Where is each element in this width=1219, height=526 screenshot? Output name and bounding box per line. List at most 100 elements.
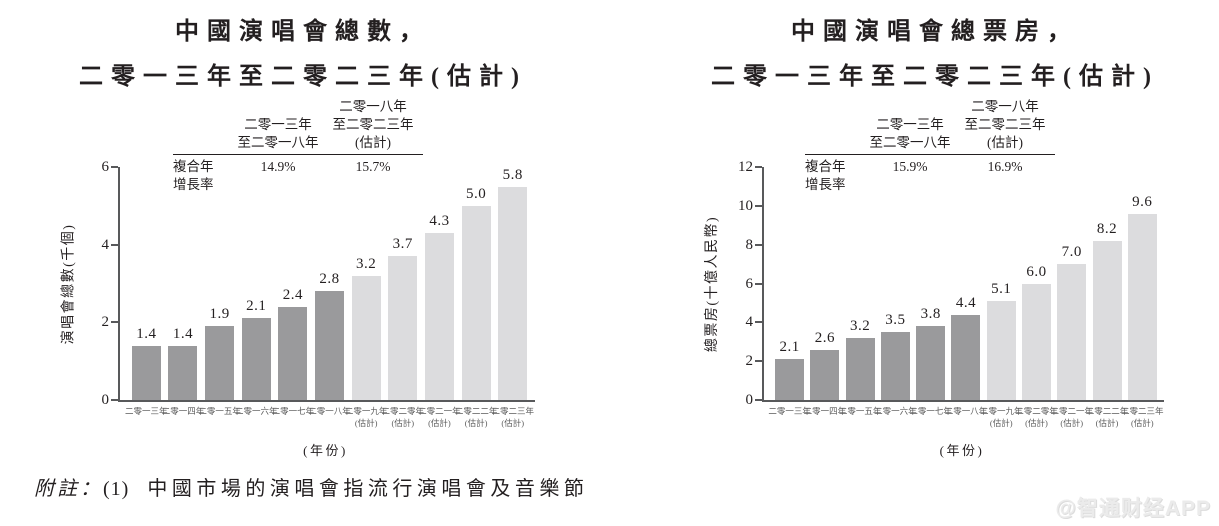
bar-slot: 4.4 二零一八年	[945, 167, 988, 416]
cagr-period1-header-line1: 二零一三年	[244, 117, 312, 132]
y-tick-label: 4	[745, 314, 754, 331]
bar-slot: 5.1 二零一九年 (估計)	[980, 167, 1023, 428]
bar-slot: 2.1 二零一六年	[235, 167, 278, 416]
cagr-table: 二零一三年 至二零一八年 二零一八年 至二零二三年 (估計) 複合年 增長率 1…	[173, 98, 423, 194]
y-tick-mark	[111, 399, 118, 401]
cagr-row-label-line2: 增長率	[805, 177, 846, 192]
bar-actual	[315, 291, 345, 400]
x-tick-label: 二零二一年 (估計)	[1050, 406, 1094, 428]
cagr-period1-header-line2: 至二零一八年	[237, 135, 319, 150]
x-tick-label: 二零二三年 (估計)	[491, 406, 534, 428]
bar-slot: 9.6 二零二三年 (估計)	[1121, 167, 1164, 428]
bar-actual	[845, 337, 875, 400]
bar-value-label: 4.3	[429, 213, 450, 230]
bar-estimate	[986, 300, 1016, 400]
x-axis-title: (年份)	[939, 443, 985, 458]
bar-slot: 2.1 二零一三年	[768, 167, 811, 416]
y-tick-label: 12	[738, 159, 753, 175]
cagr-period2-header: 二零一八年 至二零二三年 (估計)	[955, 98, 1055, 152]
cagr-period1-header-line2: 至二零一八年	[869, 135, 951, 150]
bar-estimate	[1021, 283, 1051, 400]
cagr-period2-header: 二零一八年 至二零二三年 (估計)	[323, 98, 423, 152]
bar-slot: 1.4 二零一四年	[162, 167, 205, 416]
y-tick-label: 8	[745, 236, 754, 253]
bar-slot: 3.5 二零一六年	[874, 167, 917, 416]
x-tick-label: 二零一九年 (估計)	[979, 406, 1023, 428]
bar-actual	[880, 332, 910, 400]
y-tick-label: 0	[101, 392, 110, 408]
bar-slot: 1.9 二零一五年	[198, 167, 241, 416]
x-tick-label: 二零一八年	[944, 406, 988, 416]
bar-value-label: 8.2	[1096, 220, 1118, 237]
cagr-period1-header-line1: 二零一三年	[876, 117, 944, 132]
y-tick-label: 2	[745, 353, 754, 370]
x-tick-label: 二零一九年 (估計)	[344, 406, 388, 428]
y-axis-title: 總票房(十億人民幣)	[700, 167, 722, 400]
y-axis-title: 演唱會總數(千個)	[56, 167, 78, 400]
bar-value-label: 3.8	[920, 306, 941, 323]
bars-container: 1.4 二零一三年 1.4 二零一四年 1.9 二零一五年 2.1 二零一六年 2.4 二零一七年…	[120, 167, 535, 428]
bar-slot: 5.8 二零二三年 (估計)	[491, 167, 534, 428]
cagr-divider	[805, 154, 1055, 155]
bar-slot: 4.3 二零二一年 (估計)	[418, 167, 461, 427]
cagr-row-label-line2: 增長率	[173, 177, 214, 192]
bar-estimate	[461, 205, 491, 400]
cagr-period2-header-line1: 二零一八年	[339, 99, 407, 114]
plot-area: 0 2 4 6 1.4 二零一三年 1.4 二零一四年 1.9 二零一五年 2.1 二零一六年 2.4 二…	[102, 159, 535, 428]
cagr-period1-value: 15.9%	[892, 159, 928, 174]
y-tick-mark	[755, 204, 762, 207]
cagr-row-label: 複合年 增長率	[805, 158, 865, 194]
chart-title: 中國演唱會總票房， 二零一三年至二零二三年(估計)	[660, 10, 1210, 100]
bar-slot: 8.2 二零二二年 (估計)	[1086, 167, 1129, 428]
cagr-header-row: 二零一三年 至二零一八年 二零一八年 至二零二三年 (估計)	[173, 98, 423, 152]
bar-value-label: 5.0	[465, 185, 487, 202]
bar-actual	[241, 318, 271, 400]
x-tick-label: 二零一四年	[803, 406, 847, 416]
bar-estimate	[1092, 240, 1122, 400]
y-tick-mark	[111, 166, 118, 168]
chart-title-line1: 中國演唱會總票房，	[791, 19, 1079, 45]
bar-slot: 2.8 二零一八年	[308, 167, 351, 416]
y-tick-mark	[755, 321, 762, 324]
bar-value-label: 1.4	[172, 325, 194, 342]
x-tick-label: 二零二零年 (估計)	[381, 406, 425, 428]
y-tick-mark	[755, 243, 762, 246]
cagr-period2-header-line2: 至二零二三年	[964, 117, 1046, 132]
x-tick-label: 二零二零年 (估計)	[1015, 406, 1058, 428]
bar-value-label: 4.4	[955, 294, 977, 311]
y-tick-mark	[755, 399, 762, 401]
bar-value-label: 5.1	[991, 280, 1012, 297]
bar-value-label: 2.1	[779, 339, 800, 356]
bar-value-label: 3.2	[850, 317, 871, 334]
cagr-period2-header-line2: 至二零二三年	[332, 117, 414, 132]
bar-estimate	[498, 187, 528, 400]
cagr-row-label-line1: 複合年	[173, 159, 214, 174]
x-tick-label: 二零一三年	[125, 406, 168, 416]
bar-value-label: 1.4	[136, 325, 157, 342]
x-tick-label: 二零一七年	[909, 406, 952, 416]
bar-value-label: 3.7	[392, 236, 413, 253]
bar-actual	[205, 326, 235, 400]
footnote-ref: (1)	[103, 478, 130, 500]
y-tick-mark	[755, 360, 762, 363]
x-tick-label: 二零一六年	[874, 406, 917, 416]
chart-title-line1: 中國演唱會總數，	[175, 19, 431, 45]
chart-title-line2: 二零一三年至二零二三年(估計)	[79, 64, 527, 90]
bar-actual	[810, 349, 840, 400]
cagr-value-row: 複合年 增長率 15.9% 16.9%	[805, 155, 1055, 194]
bar-value-label: 3.5	[885, 312, 906, 329]
bar-slot: 1.4 二零一三年	[125, 167, 168, 416]
y-tick-label: 6	[101, 159, 110, 175]
chart-title-line2: 二零一三年至二零二三年(估計)	[711, 64, 1159, 90]
x-tick-label: 二零二二年 (估計)	[1085, 406, 1129, 428]
x-tick-label: 二零一八年	[308, 406, 351, 416]
x-tick-label: 二零一五年	[838, 406, 882, 416]
bar-value-label: 2.1	[246, 298, 267, 315]
y-tick-mark	[111, 243, 118, 246]
x-tick-label: 二零一四年	[161, 406, 205, 416]
bar-actual	[916, 326, 946, 400]
bar-slot: 5.0 二零二二年 (估計)	[455, 167, 498, 428]
bar-value-label: 2.8	[319, 271, 340, 288]
bar-slot: 3.2 二零一九年 (估計)	[345, 167, 388, 428]
x-tick-label: 二零一六年	[234, 406, 278, 416]
